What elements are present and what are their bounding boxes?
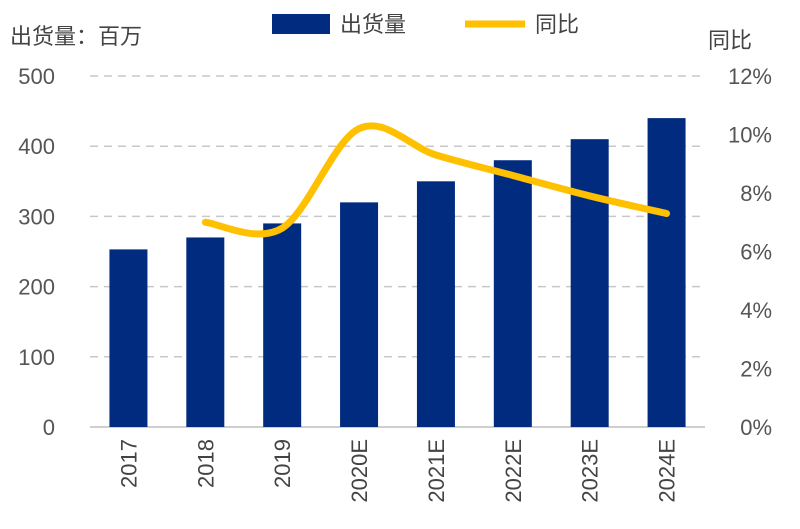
y2-tick-label: 0% xyxy=(740,415,772,440)
y2-tick-label: 12% xyxy=(728,64,772,89)
y2-tick-label: 10% xyxy=(728,123,772,148)
x-tick-label: 2019 xyxy=(270,439,295,488)
y-tick-label: 100 xyxy=(18,345,55,370)
legend-swatch-bar xyxy=(272,14,330,34)
x-tick-label: 2024E xyxy=(655,439,680,503)
y-tick-label: 400 xyxy=(18,134,55,159)
y-tick-label: 500 xyxy=(18,64,55,89)
series-line-yoy xyxy=(201,122,671,238)
bar-2024E xyxy=(647,118,686,428)
bar-2022E xyxy=(493,160,532,428)
bar-2020E xyxy=(340,202,379,427)
y2-tick-label: 4% xyxy=(740,298,772,323)
x-tick-label: 2022E xyxy=(501,439,526,503)
y-axis-label: 出货量：百万 xyxy=(10,25,142,50)
bar-2017 xyxy=(109,249,148,427)
legend: 出货量 同比 xyxy=(272,13,579,38)
legend-label-bar: 出货量 xyxy=(340,13,406,38)
y-tick-label: 0 xyxy=(43,415,55,440)
y2-tick-label: 8% xyxy=(740,181,772,206)
x-tick-label: 2023E xyxy=(578,439,603,503)
y-tick-label: 300 xyxy=(18,204,55,229)
x-tick-label: 2020E xyxy=(347,439,372,503)
y2-axis-label: 同比 xyxy=(708,29,752,54)
legend-label-line: 同比 xyxy=(535,13,579,38)
bar-2021E xyxy=(416,181,455,427)
y-tick-label: 200 xyxy=(18,275,55,300)
x-tick-label: 2017 xyxy=(116,439,141,488)
y2-tick-label: 2% xyxy=(740,357,772,382)
x-tick-label: 2021E xyxy=(424,439,449,503)
x-tick-label: 2018 xyxy=(193,439,218,488)
y2-tick-label: 6% xyxy=(740,240,772,265)
bar-2018 xyxy=(186,237,225,427)
bar-2019 xyxy=(263,223,302,427)
bar-2023E xyxy=(570,139,609,427)
